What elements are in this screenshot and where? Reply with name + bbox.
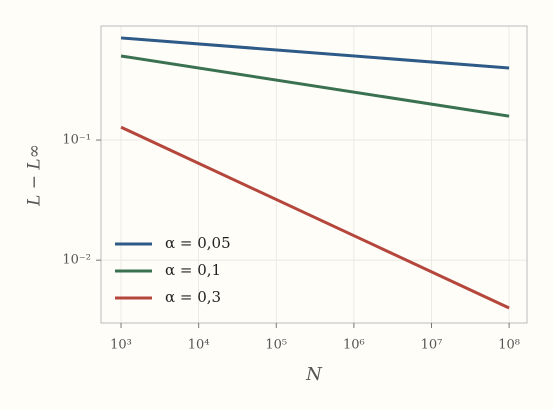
x-tick-label: 10⁵ — [265, 338, 287, 353]
x-tick-label: 10⁶ — [343, 338, 365, 353]
x-tick-label: 10⁸ — [498, 338, 520, 353]
series-line — [120, 54, 510, 118]
x-tick-label: 10⁴ — [188, 338, 210, 353]
x-axis-label: N — [305, 364, 323, 385]
legend-label: α = 0,3 — [165, 288, 221, 306]
y-tick-label: 10⁻² — [62, 253, 91, 268]
series-line — [120, 125, 510, 310]
plot-frame — [100, 25, 528, 324]
x-tick-label: 10⁷ — [421, 338, 443, 353]
y-tick-label: 10⁻¹ — [62, 133, 91, 148]
x-tick-label: 10³ — [110, 338, 132, 353]
y-axis-label: L − L∞ — [25, 144, 45, 207]
legend-label: α = 0,1 — [165, 261, 221, 279]
plot-lines — [120, 36, 510, 310]
series-line — [120, 36, 510, 70]
legend-label: α = 0,05 — [165, 234, 231, 252]
grid — [101, 26, 527, 323]
